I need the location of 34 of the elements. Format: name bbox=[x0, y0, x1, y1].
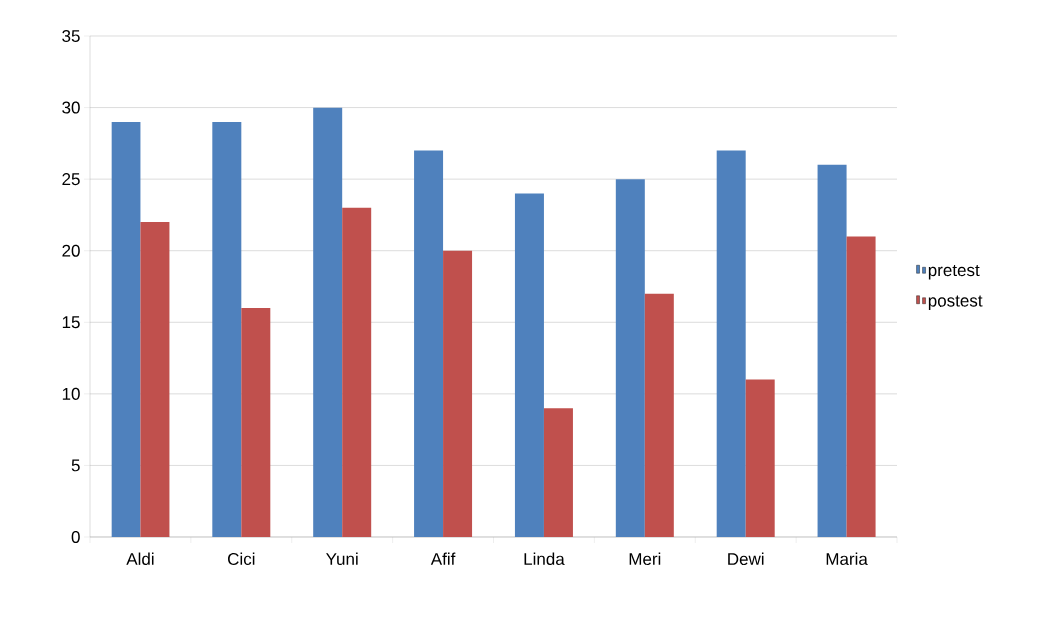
x-tick-label: Aldi bbox=[126, 552, 154, 566]
bar bbox=[846, 236, 876, 537]
y-tick-label: 35 bbox=[62, 29, 80, 43]
y-tick-label: 10 bbox=[62, 387, 80, 400]
bar bbox=[111, 121, 141, 537]
x-tick-label: Afif bbox=[430, 552, 456, 565]
bar bbox=[543, 408, 573, 537]
y-tick-label: 20 bbox=[62, 244, 80, 257]
y-tick-label: 25 bbox=[62, 173, 80, 186]
y-tick-label: 30 bbox=[62, 101, 80, 114]
bar bbox=[615, 179, 645, 537]
bar bbox=[716, 150, 746, 537]
x-tick-label: Meri bbox=[629, 552, 661, 566]
x-tick-label: Maria bbox=[826, 552, 868, 566]
bar bbox=[644, 293, 674, 537]
bar bbox=[140, 222, 170, 537]
bar bbox=[212, 121, 242, 537]
bar bbox=[241, 307, 271, 537]
x-tick-label: Yuni bbox=[326, 552, 358, 566]
bar bbox=[745, 379, 775, 537]
y-tick-label: 0 bbox=[71, 530, 80, 544]
legend-label: pretest bbox=[928, 265, 980, 280]
legend-label: postest bbox=[928, 295, 983, 311]
bar bbox=[414, 150, 444, 537]
bar bbox=[342, 207, 372, 537]
x-tick-label: Cici bbox=[228, 552, 255, 566]
x-tick-label: Linda bbox=[524, 552, 565, 566]
bar bbox=[817, 164, 847, 537]
y-tick-label: 15 bbox=[62, 316, 80, 329]
bar bbox=[443, 250, 473, 537]
x-tick-label: Dewi bbox=[728, 552, 764, 566]
bar bbox=[514, 193, 544, 537]
bar bbox=[313, 107, 343, 537]
y-tick-label: 5 bbox=[71, 459, 80, 472]
